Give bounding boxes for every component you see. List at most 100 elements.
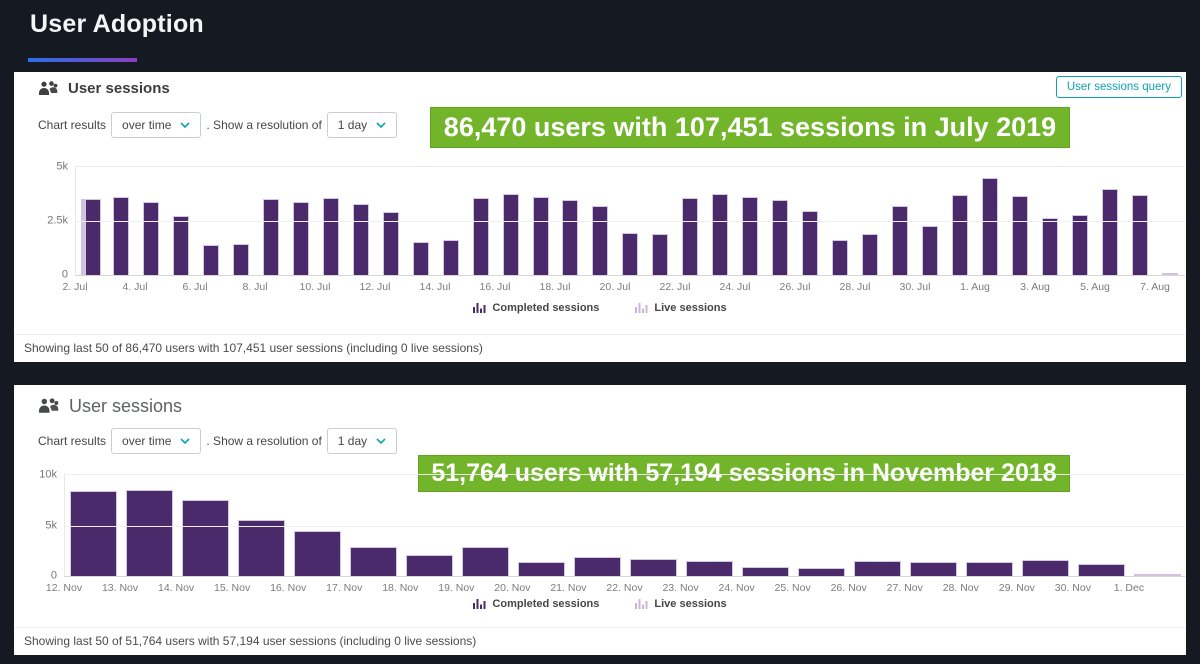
bar-slot (401, 475, 457, 576)
bar-6-aug[interactable] (1131, 195, 1148, 275)
bar-9-jul[interactable] (292, 202, 309, 275)
y-axis-labels: 10k 5k 0 (15, 469, 57, 581)
bar-3-jul[interactable] (112, 197, 129, 275)
resolution-dropdown[interactable]: 1 day (326, 428, 398, 454)
x-tick-label: 15. Nov (214, 582, 251, 594)
bar-15-jul[interactable] (472, 198, 489, 275)
bar-19-nov[interactable] (461, 547, 509, 576)
panel-header: User sessions (38, 396, 182, 417)
chart-results-dropdown[interactable]: over time (111, 428, 202, 454)
bar-7-jul[interactable] (232, 244, 249, 275)
bar-19-jul[interactable] (592, 206, 609, 275)
panel-footer-summary: Showing last 50 of 51,764 users with 57,… (14, 627, 1186, 655)
bar-slot (793, 475, 849, 576)
bar-15-nov[interactable] (237, 520, 285, 576)
bar-27-jul[interactable] (832, 240, 849, 275)
bar-slot (1125, 167, 1155, 275)
bar-23-nov[interactable] (685, 561, 733, 576)
bar-13-nov[interactable] (125, 490, 173, 576)
legend-live-sessions[interactable]: Live sessions (635, 598, 727, 610)
bar-23-jul[interactable] (712, 194, 729, 275)
bar-2-jul[interactable] (84, 199, 101, 275)
bar-27-nov[interactable] (909, 562, 957, 576)
bar-slot (526, 167, 556, 275)
bar-slot (645, 167, 675, 275)
bar-29-jul[interactable] (892, 206, 909, 275)
bar-21-nov[interactable] (573, 557, 621, 576)
bar-slot (1073, 475, 1129, 576)
bar-11-jul[interactable] (352, 204, 369, 275)
bar-3-aug[interactable] (1041, 218, 1058, 275)
bar-14-jul[interactable] (442, 240, 459, 275)
legend-completed-sessions[interactable]: Completed sessions (473, 302, 599, 314)
bar-26-jul[interactable] (802, 211, 819, 275)
bar-22-jul[interactable] (682, 198, 699, 275)
bar-14-nov[interactable] (181, 500, 229, 576)
x-tick-label: 26. Jul (779, 281, 811, 293)
bar-24-jul[interactable] (742, 197, 759, 275)
bar-slot (346, 167, 376, 275)
bar-slot (406, 167, 436, 275)
bar-25-jul[interactable] (772, 200, 789, 275)
resolution-dropdown[interactable]: 1 day (326, 112, 398, 138)
bar-slot (905, 475, 961, 576)
x-tick-label: 12. Jul (359, 281, 391, 293)
bar-slot (345, 475, 401, 576)
panel-title: User sessions (69, 396, 183, 416)
bar-7-aug[interactable] (1161, 273, 1178, 275)
y-tick-label: 5k (45, 519, 57, 532)
bar-21-jul[interactable] (652, 234, 669, 275)
bar-5-aug[interactable] (1101, 189, 1118, 275)
bar-4-jul[interactable] (142, 202, 159, 275)
bar-20-jul[interactable] (622, 233, 639, 275)
panel-header: User sessions (38, 80, 170, 97)
user-sessions-query-button[interactable]: User sessions query (1055, 76, 1182, 98)
bar-26-nov[interactable] (853, 561, 901, 576)
legend-completed-sessions[interactable]: Completed sessions (473, 598, 599, 610)
bar-1-dec[interactable] (1133, 574, 1181, 576)
x-tick-label: 17. Nov (326, 582, 363, 594)
x-tick-label: 29. Nov (998, 582, 1035, 594)
bar-25-nov[interactable] (797, 568, 845, 576)
bar-4-aug[interactable] (1071, 215, 1088, 275)
bar-2-aug[interactable] (1012, 196, 1029, 275)
bar-12-jul[interactable] (382, 212, 399, 275)
bar-17-nov[interactable] (349, 547, 397, 576)
bar-22-nov[interactable] (629, 559, 677, 576)
bar-16-nov[interactable] (293, 531, 341, 576)
bar-18-jul[interactable] (562, 200, 579, 275)
bar-1-aug[interactable] (982, 178, 999, 275)
sessions-bar-chart: 5k 2.5k 0 2. Jul 4. Jul 6. Jul 8. Jul 10. Jul 1… (47, 161, 1185, 297)
bar-8-jul[interactable] (262, 199, 279, 275)
x-tick-label: 18. Jul (539, 281, 571, 293)
bar-30-jul[interactable] (922, 226, 939, 275)
bar-31-jul[interactable] (952, 195, 969, 275)
x-tick-label: 28. Jul (839, 281, 871, 293)
x-tick-label: 24. Nov (718, 582, 755, 594)
chart-results-dropdown[interactable]: over time (111, 112, 202, 138)
bar-12-nov[interactable] (69, 491, 117, 576)
resolution-label: . Show a resolution of (206, 434, 322, 448)
bar-20-nov[interactable] (517, 562, 565, 576)
chart-legend: Completed sessions Live sessions (14, 302, 1186, 314)
bar-slot (556, 167, 586, 275)
bar-28-nov[interactable] (965, 562, 1013, 576)
x-tick-label: 16. Jul (479, 281, 511, 293)
bar-18-nov[interactable] (405, 555, 453, 576)
bar-13-jul[interactable] (412, 242, 429, 275)
bar-30-nov[interactable] (1077, 564, 1125, 576)
legend-label: Live sessions (654, 302, 727, 314)
bar-28-jul[interactable] (862, 234, 879, 275)
bar-10-jul[interactable] (322, 198, 339, 275)
annotation-banner: 51,764 users with 57,194 sessions in Nov… (418, 455, 1070, 492)
bar-29-nov[interactable] (1021, 560, 1069, 576)
bar-slot (233, 475, 289, 576)
bar-slot (625, 475, 681, 576)
bar-slot (136, 167, 166, 275)
bar-16-jul[interactable] (502, 194, 519, 275)
legend-live-sessions[interactable]: Live sessions (635, 302, 727, 314)
bar-6-jul[interactable] (202, 245, 219, 275)
bar-5-jul[interactable] (172, 216, 189, 275)
bar-24-nov[interactable] (741, 567, 789, 576)
bar-17-jul[interactable] (532, 197, 549, 275)
